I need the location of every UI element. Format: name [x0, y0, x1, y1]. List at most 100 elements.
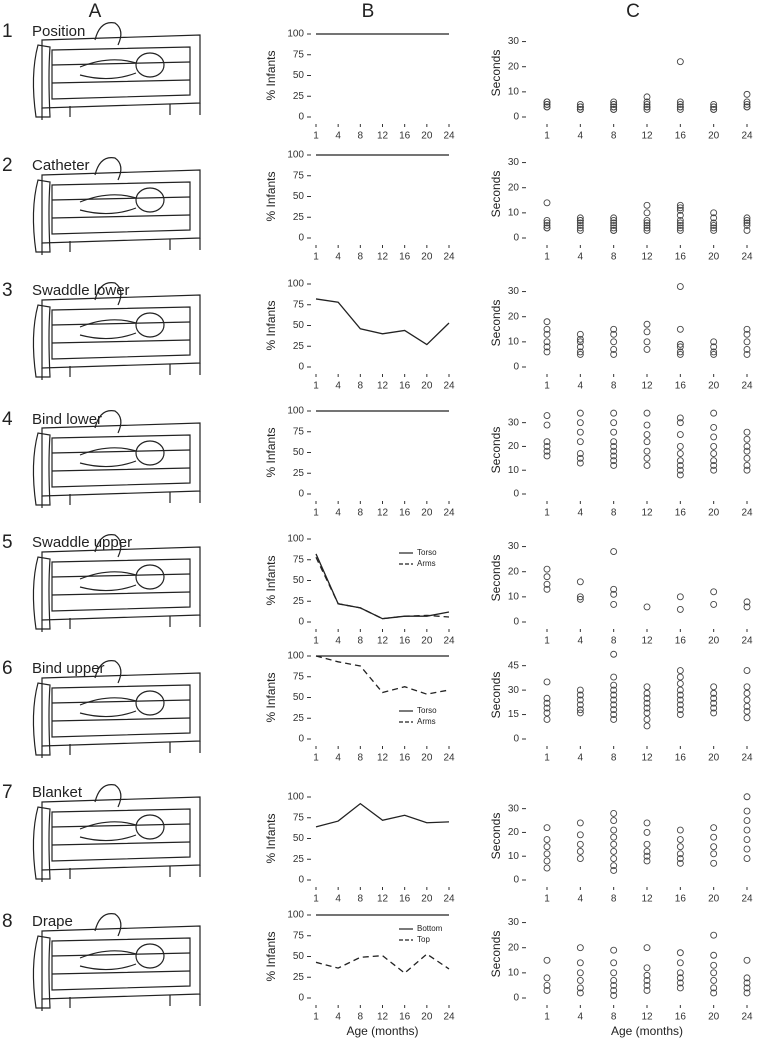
data-point: [643, 976, 651, 984]
row-number: 3: [2, 280, 13, 301]
y-tick-label: 50: [293, 951, 305, 962]
y-tick-label: 25: [293, 713, 305, 724]
y-tick-label: 0: [298, 993, 304, 1004]
x-tick-label: 4: [335, 252, 341, 263]
x-tick-label: 12: [641, 1012, 653, 1023]
y-tick-label: 0: [513, 362, 519, 373]
data-point: [676, 450, 684, 458]
data-point: [743, 454, 751, 462]
data-point: [576, 343, 584, 351]
y-tick-label: 75: [293, 554, 305, 565]
data-point: [676, 283, 684, 290]
data-point: [643, 971, 651, 979]
data-point: [643, 438, 651, 446]
x-tick-label: 12: [377, 252, 389, 263]
data-point: [576, 103, 584, 111]
data-point: [676, 836, 684, 844]
x-tick-label: 24: [741, 252, 753, 263]
data-point: [676, 859, 684, 867]
x-tick-label: 16: [399, 1012, 411, 1023]
data-point: [743, 817, 751, 824]
data-point: [710, 227, 718, 234]
data-point: [676, 826, 684, 834]
data-point: [576, 831, 584, 839]
y-tick-label: 0: [513, 617, 519, 628]
data-point: [643, 328, 651, 336]
data-point: [543, 715, 551, 723]
y-axis-label: % Infants: [264, 555, 278, 605]
data-point: [543, 704, 551, 712]
data-point: [576, 221, 584, 229]
data-point: [576, 959, 584, 967]
data-point: [576, 840, 584, 848]
data-point: [710, 689, 718, 697]
data-point: [743, 683, 751, 691]
data-point: [676, 216, 684, 224]
data-point: [576, 578, 584, 586]
data-point: [676, 843, 684, 851]
x-tick-label: 20: [421, 1012, 433, 1023]
y-tick-label: 100: [287, 792, 304, 803]
data-point: [676, 224, 684, 232]
data-point: [710, 450, 718, 458]
data-point: [610, 438, 618, 446]
x-tick-label: 12: [377, 131, 389, 142]
data-point: [743, 447, 751, 455]
data-point: [610, 981, 618, 989]
y-tick-label: 30: [508, 157, 520, 168]
data-point: [743, 214, 751, 222]
y-tick-label: 30: [508, 286, 520, 297]
x-tick-label: 1: [313, 252, 319, 263]
y-tick-label: 25: [293, 212, 305, 223]
x-tick-label: 20: [708, 894, 720, 905]
data-point: [743, 984, 751, 992]
data-point: [710, 709, 718, 717]
x-tick-label: 8: [358, 636, 364, 647]
data-point: [643, 221, 651, 229]
x-tick-label: 4: [335, 753, 341, 764]
data-point: [643, 454, 651, 462]
data-point: [743, 855, 751, 863]
y-tick-label: 100: [287, 534, 304, 545]
data-point: [676, 673, 684, 681]
x-tick-label: 12: [641, 508, 653, 519]
data-point: [710, 350, 718, 358]
x-tick-label: 24: [443, 753, 455, 764]
data-point: [576, 338, 584, 346]
data-point: [676, 201, 684, 209]
data-point: [710, 683, 718, 691]
row-label: Bind lower: [32, 411, 102, 428]
data-point: [543, 224, 551, 232]
data-point: [743, 90, 751, 98]
data-point: [643, 338, 651, 346]
data-point: [610, 221, 618, 229]
y-tick-label: 0: [298, 362, 304, 373]
data-point: [610, 848, 618, 855]
data-point: [743, 826, 751, 834]
data-point: [576, 709, 584, 717]
data-point: [610, 442, 618, 450]
data-point: [743, 974, 751, 982]
x-tick-label: 8: [611, 508, 617, 519]
x-tick-label: 4: [335, 381, 341, 392]
y-tick-label: 10: [508, 465, 520, 476]
data-point: [676, 419, 684, 427]
data-point: [543, 573, 551, 581]
y-tick-label: 20: [508, 441, 520, 452]
data-point: [610, 452, 618, 460]
data-point: [643, 964, 651, 972]
y-tick-label: 0: [513, 112, 519, 123]
data-point: [710, 214, 718, 222]
data-point: [676, 696, 684, 704]
data-point: [543, 974, 551, 982]
data-point: [610, 98, 618, 106]
data-point: [676, 605, 684, 613]
x-tick-label: 4: [578, 1012, 584, 1023]
data-point: [610, 330, 618, 338]
x-tick-label: 1: [313, 894, 319, 905]
x-tick-label: 8: [611, 636, 617, 647]
data-point: [743, 442, 751, 450]
y-tick-label: 25: [293, 596, 305, 607]
data-point: [710, 338, 718, 346]
data-point: [643, 320, 651, 328]
